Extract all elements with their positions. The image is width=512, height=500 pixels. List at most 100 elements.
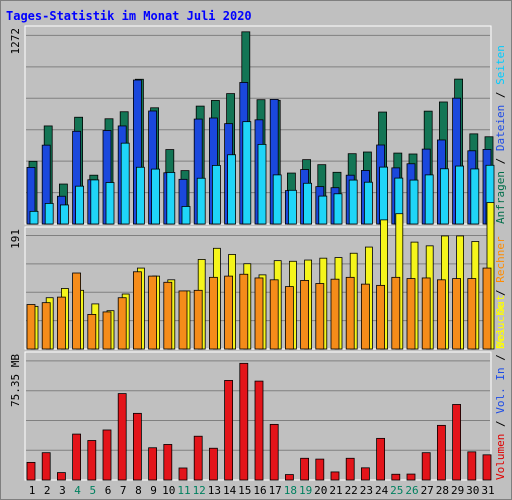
bar-body — [482, 454, 492, 481]
x-tick-label: 18 — [284, 484, 297, 497]
visits-bar-rechner — [406, 278, 416, 350]
legend-separator: / — [494, 283, 507, 303]
bar-body — [439, 168, 449, 225]
bar-body — [102, 429, 112, 481]
requests-bar-seiten — [44, 203, 54, 225]
requests-bar-seiten — [287, 189, 297, 225]
bar-body — [379, 166, 389, 225]
volume-bar-volumen — [360, 467, 370, 481]
bar-body — [41, 302, 51, 350]
bar-body — [163, 281, 173, 350]
volume-bar-volumen — [330, 471, 340, 481]
x-tick-label: 25 — [390, 484, 403, 497]
visits-bar-rechner — [421, 277, 431, 350]
x-tick-label: 29 — [451, 484, 464, 497]
bar-body — [284, 286, 294, 350]
x-tick-label: 27 — [421, 484, 434, 497]
bar-body — [135, 166, 145, 225]
bar-body — [181, 206, 191, 225]
bar-body — [409, 179, 419, 225]
bar-body — [254, 277, 264, 350]
visits-bar-rechner — [330, 278, 340, 350]
visits-bar-rechner — [300, 280, 310, 350]
x-tick-label: 7 — [120, 484, 127, 497]
volume-bar-volumen — [467, 451, 477, 481]
bar-body — [148, 275, 158, 350]
volume-bar-volumen — [254, 380, 264, 481]
bar-body — [257, 143, 267, 225]
bar-body — [90, 179, 100, 225]
bar-body — [166, 172, 176, 225]
visits-bar-rechner — [224, 275, 234, 350]
legend-separator: / — [494, 414, 507, 434]
volume-legend: Volumen / Vol. In / Vol. Out — [494, 295, 507, 480]
x-tick-label: 16 — [253, 484, 266, 497]
bar-body — [269, 423, 279, 481]
bar-body — [26, 304, 36, 350]
visits-bar-rechner — [117, 297, 127, 350]
visits-y-tick-label: 191 — [9, 229, 22, 249]
visits-bar-rechner — [452, 278, 462, 350]
bar-body — [348, 179, 358, 225]
bar-body — [330, 278, 340, 350]
visits-bar-rechner — [132, 271, 142, 350]
requests-bar-seiten — [257, 143, 267, 225]
x-tick-label: 4 — [74, 484, 81, 497]
bar-body — [406, 473, 416, 481]
legend-entry-anfragen: Anfragen — [494, 171, 507, 224]
bar-body — [345, 457, 355, 481]
volume-bar-volumen — [315, 458, 325, 481]
x-tick-label: 20 — [314, 484, 327, 497]
requests-bar-seiten — [363, 181, 373, 225]
x-tick-label: 11 — [177, 484, 190, 497]
legend-separator: / — [494, 85, 507, 105]
volume-bar-volumen — [102, 429, 112, 481]
bar-body — [239, 362, 249, 481]
requests-y-tick-label: 1272 — [9, 28, 22, 55]
bar-body — [470, 168, 480, 225]
bar-body — [196, 177, 206, 225]
volume-bar-volumen — [345, 457, 355, 481]
legend-entry-rechner: Rechner — [494, 236, 507, 283]
bar-body — [208, 276, 218, 350]
bar-body — [72, 272, 81, 350]
bar-body — [208, 447, 218, 481]
visits-bar-rechner — [41, 302, 51, 350]
visits-bar-rechner — [72, 272, 81, 350]
bar-body — [120, 142, 130, 225]
volume-bar-volumen — [117, 393, 127, 481]
visits-bar-rechner — [315, 283, 325, 350]
requests-bar-seiten — [348, 179, 358, 225]
requests-bar-seiten — [135, 166, 145, 225]
bar-body — [376, 437, 386, 481]
bar-body — [406, 278, 416, 350]
bar-body — [239, 273, 249, 350]
visits-bar-rechner — [57, 296, 66, 350]
x-tick-label: 2 — [44, 484, 51, 497]
bar-body — [193, 289, 203, 350]
bar-body — [87, 440, 97, 481]
volume-bar-volumen — [148, 447, 158, 481]
requests-bar-seiten — [409, 179, 419, 225]
volume-bar-volumen — [178, 467, 188, 481]
visits-bar-rechner — [193, 289, 203, 350]
volume-bar-volumen — [376, 437, 386, 481]
visits-bar-rechner — [376, 284, 386, 350]
bar-body — [424, 174, 434, 225]
volume-bar-volumen — [224, 380, 234, 481]
visits-bar-rechner — [467, 278, 477, 350]
requests-bar-seiten — [196, 177, 206, 225]
requests-bar-seiten — [120, 142, 130, 225]
bar-body — [117, 393, 127, 481]
bar-body — [455, 165, 465, 225]
x-tick-label: 14 — [223, 484, 237, 497]
x-tick-label: 9 — [150, 484, 157, 497]
requests-bar-seiten — [318, 195, 328, 225]
visits-bar-rechner — [482, 267, 492, 350]
requests-bar-seiten — [242, 121, 252, 225]
bar-body — [421, 452, 431, 481]
visits-bar-rechner — [208, 276, 218, 350]
volume-bar-volumen — [239, 362, 249, 481]
x-tick-label: 15 — [238, 484, 251, 497]
